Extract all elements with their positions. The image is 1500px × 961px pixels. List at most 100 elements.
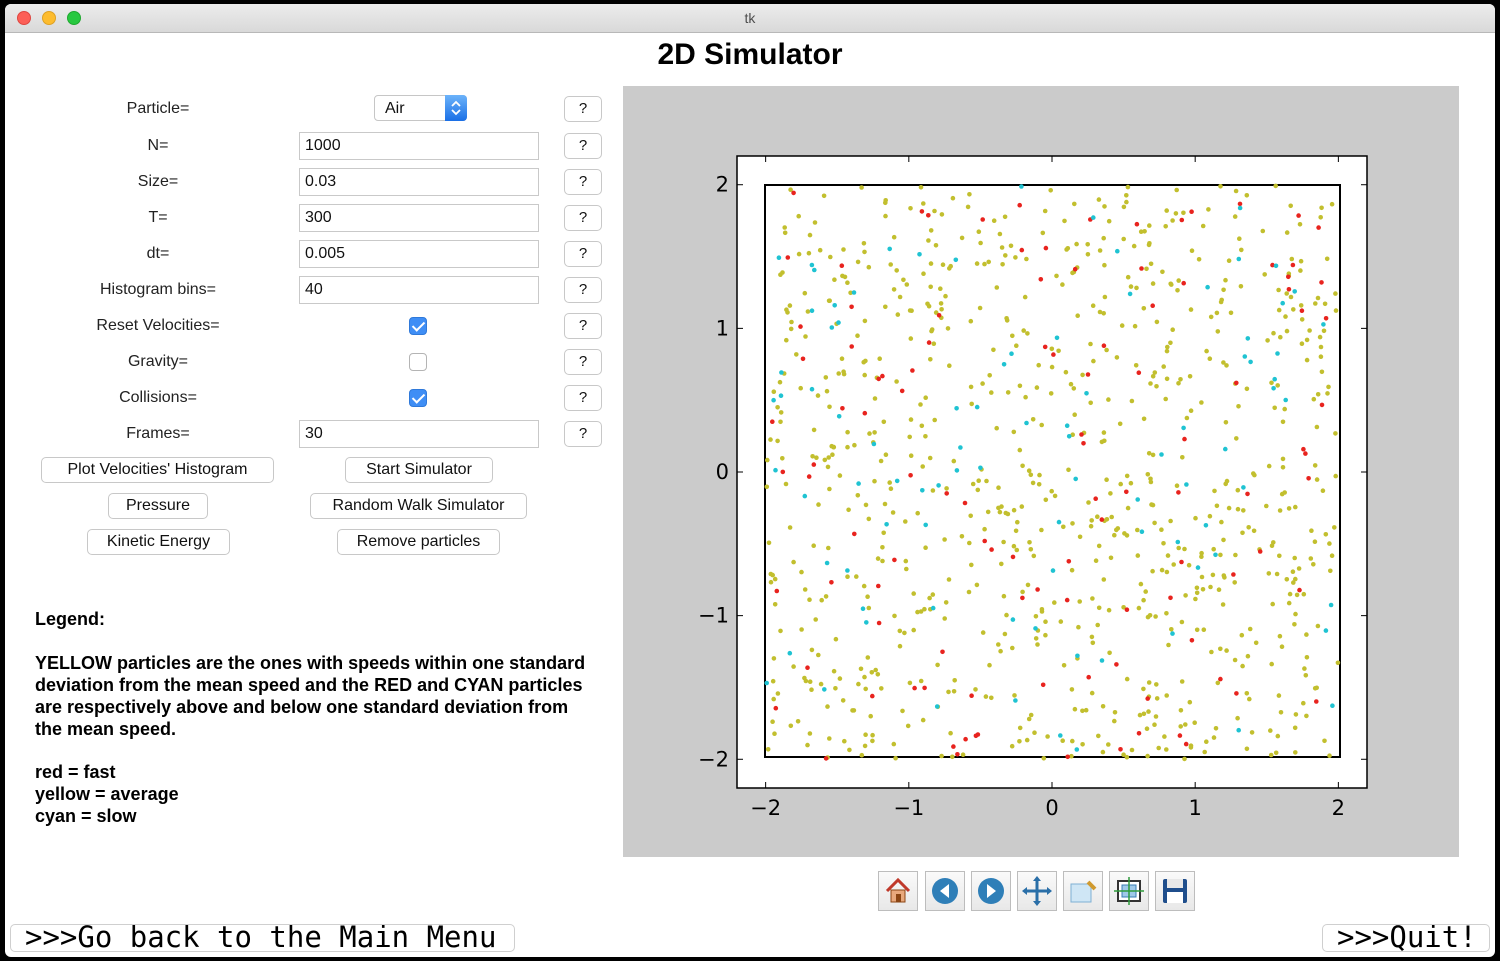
particle-point <box>1090 596 1095 601</box>
particle-point <box>1118 481 1123 487</box>
particle-point <box>1131 243 1137 249</box>
collisions-checkbox[interactable] <box>409 389 427 407</box>
reset-velocities-checkbox[interactable] <box>409 317 427 335</box>
minimize-window-button[interactable] <box>42 11 56 25</box>
particle-point <box>1124 607 1130 612</box>
histogram-bins-input[interactable]: 40 <box>299 276 539 304</box>
x-tick-label: 0 <box>1045 796 1058 820</box>
particle-select[interactable]: Air <box>374 95 467 121</box>
plot-canvas[interactable]: −2 −2 −1 −1 0 0 1 1 2 2 <box>623 86 1459 857</box>
pressure-button[interactable]: Pressure <box>108 493 208 519</box>
save-button[interactable] <box>1155 871 1195 911</box>
particle-point <box>953 257 959 263</box>
particle-point <box>1093 558 1099 563</box>
particle-point <box>1001 362 1007 367</box>
size-input[interactable]: 0.03 <box>299 168 539 196</box>
maximize-window-button[interactable] <box>67 11 81 25</box>
particle-point <box>897 294 903 300</box>
forward-button[interactable] <box>971 871 1011 911</box>
particle-point <box>1085 252 1091 257</box>
particle-point <box>1013 698 1018 703</box>
temperature-input[interactable]: 300 <box>299 204 539 232</box>
particle-point <box>1164 693 1169 698</box>
particle-point <box>1109 514 1114 520</box>
size-help-button[interactable]: ? <box>564 169 602 195</box>
gravity-help-button[interactable]: ? <box>564 349 602 375</box>
pan-button[interactable] <box>1017 871 1057 911</box>
particle-point <box>1288 294 1294 300</box>
zoom-button[interactable] <box>1063 871 1103 911</box>
particle-point <box>870 693 875 699</box>
particle-point <box>939 212 945 217</box>
particle-point <box>1052 600 1057 605</box>
collisions-help-button[interactable]: ? <box>564 385 602 411</box>
plot-histogram-button[interactable]: Plot Velocities' Histogram <box>41 457 274 483</box>
particle-point <box>926 340 932 345</box>
random-walk-button[interactable]: Random Walk Simulator <box>310 493 527 519</box>
back-to-main-menu-button[interactable]: >>>Go back to the Main Menu <box>10 924 515 952</box>
particle-point <box>862 410 868 416</box>
particle-point <box>1086 674 1091 680</box>
particle-point <box>895 312 901 317</box>
particle-point <box>1292 555 1297 561</box>
particle-point <box>1299 308 1305 313</box>
particle-point <box>987 662 992 668</box>
n-help-button[interactable]: ? <box>564 133 602 159</box>
particle-point <box>1323 316 1329 321</box>
frames-input[interactable]: 30 <box>299 420 539 448</box>
close-window-button[interactable] <box>17 11 31 25</box>
particle-point <box>862 372 867 378</box>
particle-point <box>974 404 980 410</box>
particle-point <box>893 755 898 761</box>
particle-point <box>783 481 789 487</box>
particle-point <box>876 376 881 382</box>
gravity-checkbox[interactable] <box>409 353 427 371</box>
particle-point <box>1269 380 1274 386</box>
particle-point <box>923 522 928 528</box>
particle-point <box>1303 673 1309 678</box>
particle-point <box>1024 737 1030 743</box>
start-simulator-button[interactable]: Start Simulator <box>345 457 493 483</box>
particle-point <box>1221 287 1226 293</box>
particle-point <box>1174 483 1180 489</box>
particle-point <box>1289 256 1295 262</box>
particle-point <box>1211 546 1216 552</box>
particle-point <box>1176 278 1181 283</box>
particle-point <box>794 352 799 357</box>
particle-point <box>1072 201 1077 207</box>
particle-point <box>1239 247 1244 253</box>
particle-point <box>1040 682 1046 688</box>
reset-velocities-help-button[interactable]: ? <box>564 313 602 339</box>
particle-point <box>1121 605 1126 610</box>
particle-point <box>1223 277 1228 283</box>
dt-help-button[interactable]: ? <box>564 241 602 267</box>
quit-button[interactable]: >>>Quit! <box>1322 924 1490 952</box>
particle-point <box>1033 636 1039 641</box>
particle-point <box>1022 294 1028 300</box>
particle-point <box>1280 419 1286 425</box>
frames-help-button[interactable]: ? <box>564 421 602 447</box>
particle-point <box>1279 644 1285 649</box>
particle-point <box>1287 591 1293 597</box>
particle-point <box>928 284 933 290</box>
particle-point <box>824 560 830 566</box>
particle-point <box>1181 280 1186 286</box>
particle-point <box>1333 431 1338 436</box>
particle-point <box>1283 314 1288 319</box>
temperature-help-button[interactable]: ? <box>564 205 602 231</box>
back-button[interactable] <box>925 871 965 911</box>
n-input[interactable]: 1000 <box>299 132 539 160</box>
particle-help-button[interactable]: ? <box>564 96 602 122</box>
particle-point <box>982 526 987 532</box>
remove-particles-button[interactable]: Remove particles <box>337 529 500 555</box>
kinetic-energy-button[interactable]: Kinetic Energy <box>87 529 230 555</box>
particle-point <box>1056 519 1062 525</box>
histogram-bins-help-button[interactable]: ? <box>564 277 602 303</box>
chevron-updown-icon[interactable] <box>445 95 467 121</box>
configure-subplots-button[interactable] <box>1109 871 1149 911</box>
particle-point <box>1184 482 1189 487</box>
particle-point <box>827 404 832 410</box>
home-button[interactable] <box>878 871 918 911</box>
dt-input[interactable]: 0.005 <box>299 240 539 268</box>
particle-point <box>1241 485 1246 490</box>
